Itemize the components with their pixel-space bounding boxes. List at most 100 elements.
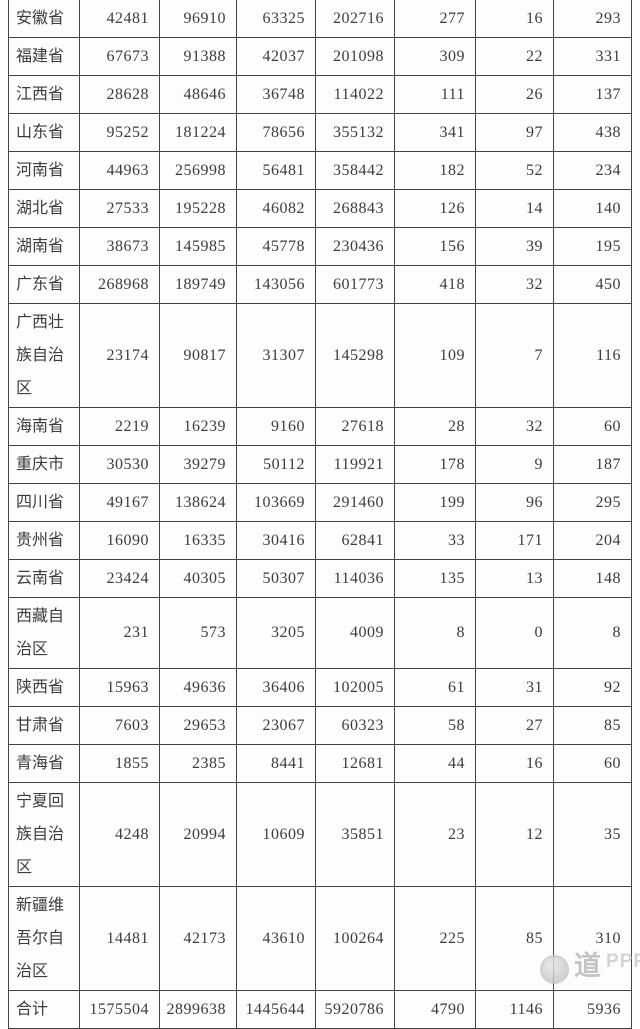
- value-cell: 42481: [79, 0, 160, 38]
- value-cell: 20994: [159, 782, 237, 887]
- value-cell: 27533: [79, 189, 160, 228]
- table-row: 湖南省 38673 145985 45778 230436 156 39 195: [8, 227, 632, 266]
- value-cell: 42037: [236, 37, 316, 76]
- value-cell: 202716: [315, 0, 395, 38]
- value-cell: 156: [394, 227, 476, 266]
- value-cell: 27618: [315, 407, 395, 446]
- province-name-cell: 陕西省: [8, 668, 80, 707]
- value-cell: 30416: [236, 521, 316, 560]
- table-row: 广东省 268968 189749 143056 601773 418 32 4…: [8, 265, 632, 304]
- value-cell: 48646: [159, 75, 237, 114]
- value-cell: 23: [394, 782, 476, 887]
- value-cell: 268843: [315, 189, 395, 228]
- value-cell: 31: [475, 668, 554, 707]
- province-name-cell: 海南省: [8, 407, 80, 446]
- value-cell: 4009: [315, 597, 395, 669]
- value-cell: 63325: [236, 0, 316, 38]
- value-cell: 135: [394, 559, 476, 598]
- value-cell: 35: [553, 782, 632, 887]
- value-cell: 438: [553, 113, 632, 152]
- value-cell: 1445644: [236, 990, 316, 1029]
- value-cell: 225: [394, 886, 476, 991]
- value-cell: 114036: [315, 559, 395, 598]
- value-cell: 8441: [236, 744, 316, 783]
- value-cell: 92: [553, 668, 632, 707]
- value-cell: 10609: [236, 782, 316, 887]
- value-cell: 96: [475, 483, 554, 522]
- province-name-cell: 西藏自治区: [8, 597, 80, 669]
- value-cell: 116: [553, 303, 632, 408]
- value-cell: 60: [553, 407, 632, 446]
- value-cell: 268968: [79, 265, 160, 304]
- value-cell: 16335: [159, 521, 237, 560]
- value-cell: 33: [394, 521, 476, 560]
- value-cell: 23424: [79, 559, 160, 598]
- table-row: 河南省 44963 256998 56481 358442 182 52 234: [8, 151, 632, 190]
- province-name-cell: 宁夏回族自治区: [8, 782, 80, 887]
- province-name-cell: 四川省: [8, 483, 80, 522]
- value-cell: 187: [553, 445, 632, 484]
- province-name-cell: 河南省: [8, 151, 80, 190]
- value-cell: 231: [79, 597, 160, 669]
- value-cell: 1146: [475, 990, 554, 1029]
- value-cell: 14: [475, 189, 554, 228]
- value-cell: 40305: [159, 559, 237, 598]
- table-row: 广西壮族自治区 23174 90817 31307 145298 109 7 1…: [8, 303, 632, 408]
- value-cell: 201098: [315, 37, 395, 76]
- table-row: 贵州省 16090 16335 30416 62841 33 171 204: [8, 521, 632, 560]
- province-name-cell: 山东省: [8, 113, 80, 152]
- value-cell: 90817: [159, 303, 237, 408]
- value-cell: 31307: [236, 303, 316, 408]
- value-cell: 16090: [79, 521, 160, 560]
- value-cell: 140: [553, 189, 632, 228]
- value-cell: 46082: [236, 189, 316, 228]
- value-cell: 143056: [236, 265, 316, 304]
- table-row: 陕西省 15963 49636 36406 102005 61 31 92: [8, 668, 632, 707]
- table-row: 福建省 67673 91388 42037 201098 309 22 331: [8, 37, 632, 76]
- value-cell: 32: [475, 407, 554, 446]
- value-cell: 189749: [159, 265, 237, 304]
- value-cell: 178: [394, 445, 476, 484]
- value-cell: 145298: [315, 303, 395, 408]
- value-cell: 49636: [159, 668, 237, 707]
- value-cell: 5920786: [315, 990, 395, 1029]
- value-cell: 4790: [394, 990, 476, 1029]
- value-cell: 36406: [236, 668, 316, 707]
- value-cell: 109: [394, 303, 476, 408]
- province-name-cell: 云南省: [8, 559, 80, 598]
- value-cell: 28: [394, 407, 476, 446]
- value-cell: 16: [475, 0, 554, 38]
- value-cell: 60323: [315, 706, 395, 745]
- value-cell: 16239: [159, 407, 237, 446]
- value-cell: 277: [394, 0, 476, 38]
- value-cell: 358442: [315, 151, 395, 190]
- value-cell: 27: [475, 706, 554, 745]
- value-cell: 310: [553, 886, 632, 991]
- value-cell: 50112: [236, 445, 316, 484]
- value-cell: 181224: [159, 113, 237, 152]
- table-row: 新疆维吾尔自治区 14481 42173 43610 100264 225 85…: [8, 886, 632, 991]
- value-cell: 96910: [159, 0, 237, 38]
- table-row: 海南省 2219 16239 9160 27618 28 32 60: [8, 407, 632, 446]
- value-cell: 13: [475, 559, 554, 598]
- province-name-cell: 合计: [8, 990, 80, 1029]
- value-cell: 119921: [315, 445, 395, 484]
- value-cell: 1855: [79, 744, 160, 783]
- value-cell: 44: [394, 744, 476, 783]
- value-cell: 85: [475, 886, 554, 991]
- value-cell: 61: [394, 668, 476, 707]
- table-row: 安徽省 42481 96910 63325 202716 277 16 293: [8, 0, 632, 38]
- value-cell: 148: [553, 559, 632, 598]
- value-cell: 145985: [159, 227, 237, 266]
- table-row-total: 合计 1575504 2899638 1445644 5920786 4790 …: [8, 990, 632, 1029]
- table-row: 云南省 23424 40305 50307 114036 135 13 148: [8, 559, 632, 598]
- value-cell: 418: [394, 265, 476, 304]
- value-cell: 204: [553, 521, 632, 560]
- value-cell: 23067: [236, 706, 316, 745]
- value-cell: 60: [553, 744, 632, 783]
- value-cell: 114022: [315, 75, 395, 114]
- province-name-cell: 湖南省: [8, 227, 80, 266]
- value-cell: 58: [394, 706, 476, 745]
- table-row: 山东省 95252 181224 78656 355132 341 97 438: [8, 113, 632, 152]
- value-cell: 26: [475, 75, 554, 114]
